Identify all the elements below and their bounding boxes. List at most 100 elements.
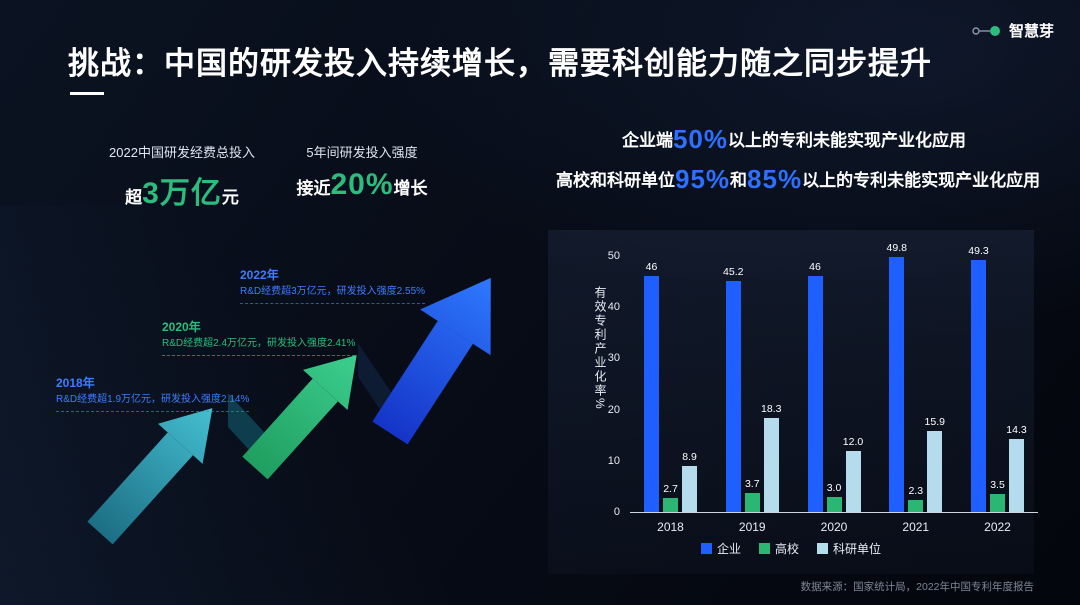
headline-text: 企业端 [621,131,673,150]
bar: 46 [807,261,823,512]
headline-text: 和 [730,171,748,190]
stat-label: 5年间研发投入强度 [306,145,418,160]
bar: 46 [644,261,659,512]
legend-label: 高校 [774,542,799,556]
bar: 45.2 [723,266,743,512]
page-title: 挑战：中国的研发投入持续增长，需要科创能力随之同步提升 [68,46,932,81]
y-tick-label: 40 [607,301,620,314]
legend-label: 企业 [716,542,741,556]
x-tick-label: 2019 [738,520,766,534]
stat-prefix: 接近 [296,179,331,198]
arrow-green [242,355,357,480]
bar-value-label: 49.8 [886,242,907,255]
chart-legend: 企业 高校 科研单位 [548,540,1034,557]
headline-text: 以上的专利未能实现产业化应用 [728,131,967,150]
arrow-teal [87,408,213,545]
bar: 49.8 [887,242,907,512]
headline-highlight: 50% [672,124,729,154]
x-tick-label: 2018 [657,520,684,534]
bar-value-label: 46 [809,261,821,274]
brand-logo-text: 智慧芽 [1008,23,1054,40]
patent-headline: 企业端50%以上的专利未能实现产业化应用 高校和科研单位95%和85%以上的专利… [556,124,1040,195]
bar-value-label: 14.3 [1006,423,1027,436]
milestone-dashed-line [240,303,426,304]
y-axis-title: 有效专利产业化率% [593,286,607,411]
milestone-desc: R&D经费超1.9万亿元，研发投入强度2.14% [56,394,250,405]
bar-chart: 有效专利产业化率% 0 10 20 30 40 50 46 2.7 8.9 2018 45.2 3.7… [548,230,1038,574]
headline-highlight: 95% [675,164,731,194]
y-tick-label: 20 [607,403,620,416]
bar-value-label: 3.0 [826,481,842,494]
headline-text: 以上的专利未能实现产业化应用 [802,171,1041,190]
bar: 14.3 [1006,424,1027,512]
bar: 12.0 [843,436,863,512]
bar-value-label: 45.2 [723,265,744,278]
data-source-note: 数据来源：国家统计局，2022年中国专利年度报告 [800,581,1034,593]
bar: 49.3 [968,245,989,512]
milestone: 2018年 R&D经费超1.9万亿元，研发投入强度2.14% [56,374,250,412]
milestone: 2022年 R&D经费超3万亿元，研发投入强度2.55% [240,266,426,304]
brand-logo-icon [972,25,1000,36]
bar-value-label: 46 [645,261,658,274]
milestone-year: 2020年 [162,320,201,334]
bar: 3.5 [990,479,1005,512]
milestone-dashed-line [56,411,250,412]
y-tick-label: 0 [613,506,620,518]
x-tick-label: 2022 [984,520,1011,534]
bar-group: 46 2.7 8.9 2018 [644,256,697,534]
bar-value-label: 8.9 [682,451,697,464]
bar-group: 45.2 3.7 18.3 2019 [723,256,781,534]
legend-swatch [700,543,712,554]
bar: 2.7 [663,483,678,512]
bar-value-label: 18.3 [761,403,782,416]
bar: 3.0 [826,482,842,512]
arrow-blue [372,277,491,445]
bar-value-label: 15.9 [924,415,945,428]
milestone-dashed-line [162,355,356,356]
growth-arrow-graphic [87,277,491,545]
bar-group: 49.3 3.5 14.3 2022 [968,245,1027,534]
y-tick-label: 30 [607,352,620,365]
legend-item: 高校 [758,540,799,557]
bar: 3.7 [744,478,760,512]
bar-value-label: 49.3 [968,244,989,257]
headline-text: 高校和科研单位 [556,171,675,190]
x-tick-label: 2021 [902,520,930,534]
title-underline [70,92,104,95]
stat-suffix: 元 [221,188,239,207]
bar: 18.3 [761,403,781,512]
bar-group: 49.8 2.3 15.9 2021 [887,242,945,534]
bar-plot: 0 10 20 30 40 50 46 2.7 8.9 2018 45.2 3.7 18.3 2019 46… [608,242,1038,534]
stat-value: 3万亿 [142,177,222,210]
headline-line-2: 高校和科研单位95%和85%以上的专利未能实现产业化应用 [556,164,1040,195]
bar-value-label: 12.0 [842,435,864,448]
bar-value-label: 3.7 [744,478,760,491]
legend-swatch [817,543,828,554]
stat-label: 2022中国研发经费总投入 [109,145,255,160]
milestone-desc: R&D经费超2.4万亿元，研发投入强度2.41% [162,338,356,349]
stat-rd-intensity: 5年间研发投入强度 接近20%增长 [282,142,442,202]
bar: 8.9 [682,451,697,512]
bar-value-label: 2.3 [908,485,924,498]
y-tick-label: 10 [607,454,620,467]
stat-value: 20% [330,168,394,201]
bar: 15.9 [925,416,945,512]
bar-group: 46 3.0 12.0 2020 [807,256,863,534]
milestone-desc: R&D经费超3万亿元，研发投入强度2.55% [240,286,426,297]
bar-value-label: 3.5 [990,479,1005,492]
legend-label: 科研单位 [833,542,882,556]
brand-logo: 智慧芽 [971,20,1054,41]
stat-suffix: 增长 [393,179,428,198]
bar: 2.3 [908,485,924,512]
headline-highlight: 85% [747,164,803,194]
x-tick-label: 2020 [820,520,848,534]
y-tick-label: 50 [607,250,620,262]
stat-prefix: 超 [125,188,143,207]
milestone-year: 2022年 [240,268,279,282]
legend-item: 企业 [700,540,741,557]
legend-swatch [758,543,770,554]
bar-value-label: 2.7 [663,483,678,496]
stat-rd-total: 2022中国研发经费总投入 超3万亿元 [92,142,272,212]
headline-line-1: 企业端50%以上的专利未能实现产业化应用 [556,124,1032,155]
milestone-year: 2018年 [56,376,95,390]
